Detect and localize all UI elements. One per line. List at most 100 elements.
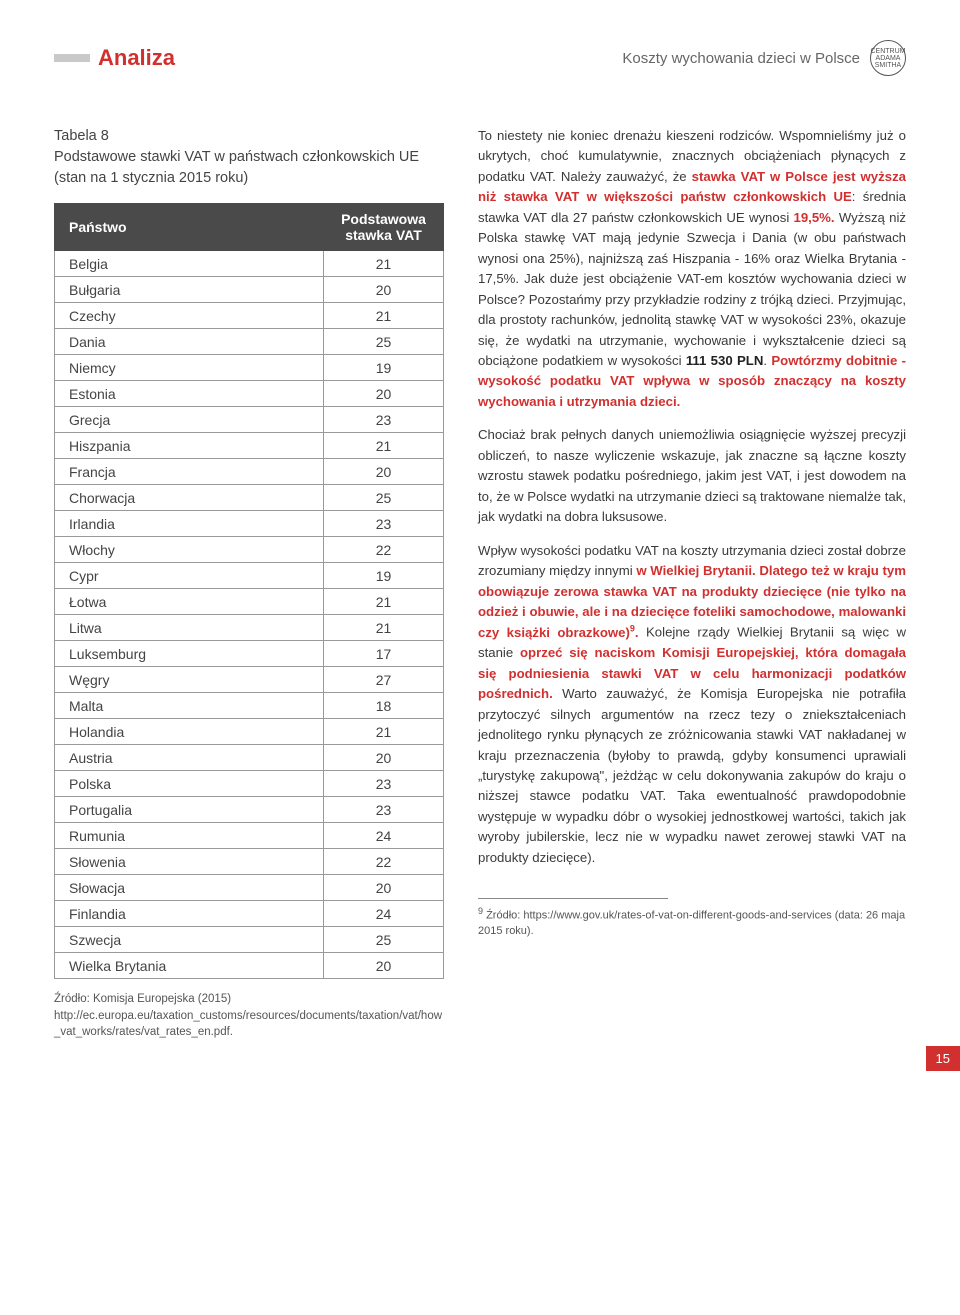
cell-country: Słowenia <box>55 849 324 875</box>
cell-country: Luksemburg <box>55 641 324 667</box>
cell-rate: 23 <box>324 771 444 797</box>
cell-country: Bułgaria <box>55 277 324 303</box>
header-accent-bar <box>54 54 90 62</box>
cell-rate: 25 <box>324 927 444 953</box>
table-row: Estonia20 <box>55 381 444 407</box>
cell-rate: 21 <box>324 303 444 329</box>
cell-rate: 20 <box>324 381 444 407</box>
vat-rates-table: Państwo Podstawowastawka VAT Belgia21Buł… <box>54 203 444 979</box>
cell-rate: 20 <box>324 875 444 901</box>
table-row: Włochy22 <box>55 537 444 563</box>
table-row: Belgia21 <box>55 251 444 277</box>
cell-rate: 22 <box>324 849 444 875</box>
cell-rate: 20 <box>324 953 444 979</box>
table-caption: Tabela 8 Podstawowe stawki VAT w państwa… <box>54 126 444 189</box>
cell-rate: 21 <box>324 719 444 745</box>
cell-rate: 20 <box>324 745 444 771</box>
table-row: Portugalia23 <box>55 797 444 823</box>
paragraph-2: Chociaż brak pełnych danych uniemożliwia… <box>478 425 906 527</box>
cell-rate: 20 <box>324 277 444 303</box>
table-source: Źródło: Komisja Europejska (2015) http:/… <box>54 991 444 1041</box>
table-row: Luksemburg17 <box>55 641 444 667</box>
cell-country: Niemcy <box>55 355 324 381</box>
cell-rate: 21 <box>324 589 444 615</box>
cell-rate: 23 <box>324 511 444 537</box>
table-row: Chorwacja25 <box>55 485 444 511</box>
cell-country: Estonia <box>55 381 324 407</box>
cell-country: Francja <box>55 459 324 485</box>
cell-country: Malta <box>55 693 324 719</box>
header-subtitle: Koszty wychowania dzieci w Polsce <box>175 50 870 67</box>
cell-rate: 20 <box>324 459 444 485</box>
cell-rate: 22 <box>324 537 444 563</box>
cell-country: Chorwacja <box>55 485 324 511</box>
table-row: Holandia21 <box>55 719 444 745</box>
cell-rate: 23 <box>324 797 444 823</box>
cell-country: Portugalia <box>55 797 324 823</box>
cell-country: Wielka Brytania <box>55 953 324 979</box>
cell-country: Włochy <box>55 537 324 563</box>
adam-smith-logo-icon: CENTRUM ADAMA SMITHA <box>870 40 906 76</box>
cell-country: Grecja <box>55 407 324 433</box>
table-row: Hiszpania21 <box>55 433 444 459</box>
page-number: 15 <box>926 1046 960 1071</box>
cell-country: Cypr <box>55 563 324 589</box>
cell-rate: 21 <box>324 251 444 277</box>
table-row: Irlandia23 <box>55 511 444 537</box>
cell-country: Polska <box>55 771 324 797</box>
table-row: Bułgaria20 <box>55 277 444 303</box>
table-row: Finlandia24 <box>55 901 444 927</box>
cell-rate: 21 <box>324 615 444 641</box>
cell-country: Rumunia <box>55 823 324 849</box>
table-row: Francja20 <box>55 459 444 485</box>
table-row: Wielka Brytania20 <box>55 953 444 979</box>
cell-country: Czechy <box>55 303 324 329</box>
table-row: Węgry27 <box>55 667 444 693</box>
table-row: Malta18 <box>55 693 444 719</box>
table-row: Słowenia22 <box>55 849 444 875</box>
header-title: Analiza <box>98 45 175 71</box>
footnote-rule <box>478 898 668 899</box>
table-row: Cypr19 <box>55 563 444 589</box>
cell-country: Litwa <box>55 615 324 641</box>
cell-rate: 18 <box>324 693 444 719</box>
cell-country: Węgry <box>55 667 324 693</box>
cell-country: Słowacja <box>55 875 324 901</box>
cell-rate: 17 <box>324 641 444 667</box>
cell-country: Holandia <box>55 719 324 745</box>
cell-rate: 25 <box>324 485 444 511</box>
cell-country: Szwecja <box>55 927 324 953</box>
cell-country: Austria <box>55 745 324 771</box>
page-header: Analiza Koszty wychowania dzieci w Polsc… <box>54 40 906 76</box>
cell-rate: 21 <box>324 433 444 459</box>
cell-rate: 27 <box>324 667 444 693</box>
table-row: Dania25 <box>55 329 444 355</box>
body-text: To niestety nie koniec drenażu kieszeni … <box>478 126 906 868</box>
footnote-9: 9 Źródło: https://www.gov.uk/rates-of-va… <box>478 905 906 939</box>
cell-country: Dania <box>55 329 324 355</box>
table-row: Rumunia24 <box>55 823 444 849</box>
table-row: Grecja23 <box>55 407 444 433</box>
cell-rate: 23 <box>324 407 444 433</box>
table-header-country: Państwo <box>55 204 324 251</box>
cell-country: Belgia <box>55 251 324 277</box>
table-row: Litwa21 <box>55 615 444 641</box>
cell-rate: 19 <box>324 563 444 589</box>
cell-country: Irlandia <box>55 511 324 537</box>
table-row: Polska23 <box>55 771 444 797</box>
table-header-rate: Podstawowastawka VAT <box>324 204 444 251</box>
paragraph-1: To niestety nie koniec drenażu kieszeni … <box>478 126 906 412</box>
table-row: Łotwa21 <box>55 589 444 615</box>
paragraph-3: Wpływ wysokości podatku VAT na koszty ut… <box>478 541 906 869</box>
cell-rate: 25 <box>324 329 444 355</box>
table-row: Czechy21 <box>55 303 444 329</box>
cell-country: Łotwa <box>55 589 324 615</box>
table-row: Szwecja25 <box>55 927 444 953</box>
cell-rate: 24 <box>324 823 444 849</box>
cell-country: Hiszpania <box>55 433 324 459</box>
table-row: Słowacja20 <box>55 875 444 901</box>
table-row: Austria20 <box>55 745 444 771</box>
cell-rate: 19 <box>324 355 444 381</box>
cell-rate: 24 <box>324 901 444 927</box>
cell-country: Finlandia <box>55 901 324 927</box>
